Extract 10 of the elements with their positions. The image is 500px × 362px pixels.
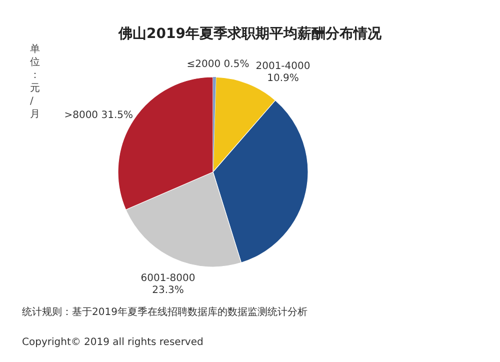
- slice-label: 6001-8000: [140, 273, 196, 284]
- chart-title: 佛山2019年夏季求职期平均薪酬分布情况: [118, 25, 382, 42]
- text: 统计规则：基于2019年夏季在线招聘数据库的数据监测统计分析: [22, 306, 308, 318]
- data-label: 10.9%: [267, 73, 299, 84]
- data-label: 23.3%: [152, 285, 184, 296]
- text: Copyright© 2019 all rights reserved: [22, 337, 204, 348]
- slice-label: 2001-4000: [256, 61, 310, 72]
- slice-label: >8000 31.5%: [64, 110, 133, 121]
- text: 单位：元/月: [30, 43, 40, 120]
- slice-label: ≤2000 0.5%: [186, 59, 250, 70]
